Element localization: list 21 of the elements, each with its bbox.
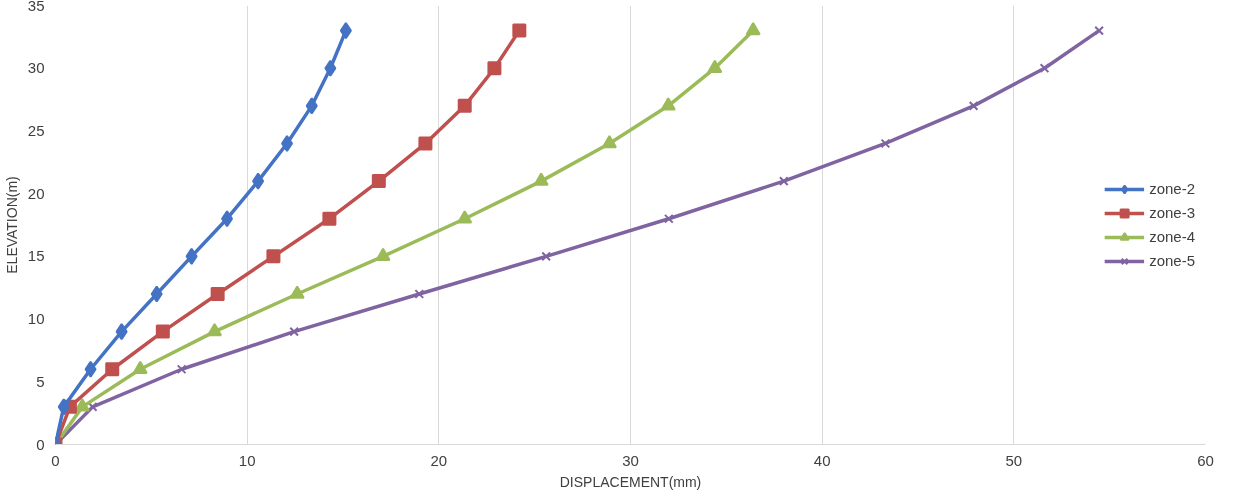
y-tick-label: 25 bbox=[27, 121, 45, 139]
x-tick-label: 60 bbox=[1197, 451, 1214, 469]
legend-label: zone-5 bbox=[1149, 252, 1195, 269]
y-tick-label: 10 bbox=[27, 310, 45, 328]
legend-label: zone-4 bbox=[1149, 228, 1195, 245]
legend-label: zone-2 bbox=[1149, 180, 1195, 197]
legend-label: zone-3 bbox=[1149, 204, 1195, 221]
x-tick-label: 20 bbox=[430, 451, 448, 469]
y-tick-label: 20 bbox=[27, 184, 45, 202]
y-tick-label: 15 bbox=[27, 247, 45, 265]
y-tick-label: 0 bbox=[36, 435, 45, 453]
x-tick-label: 40 bbox=[813, 451, 831, 469]
y-tick-label: 35 bbox=[27, 0, 45, 14]
y-tick-label: 30 bbox=[27, 59, 45, 77]
x-tick-label: 50 bbox=[1005, 451, 1023, 469]
y-axis-title: ELEVATION(m) bbox=[3, 176, 20, 274]
y-tick-label: 5 bbox=[36, 372, 45, 390]
x-tick-label: 0 bbox=[51, 451, 60, 469]
x-axis-title: DISPLACEMENT(mm) bbox=[559, 473, 702, 490]
x-tick-label: 30 bbox=[622, 451, 639, 469]
x-tick-label: 10 bbox=[238, 451, 256, 469]
